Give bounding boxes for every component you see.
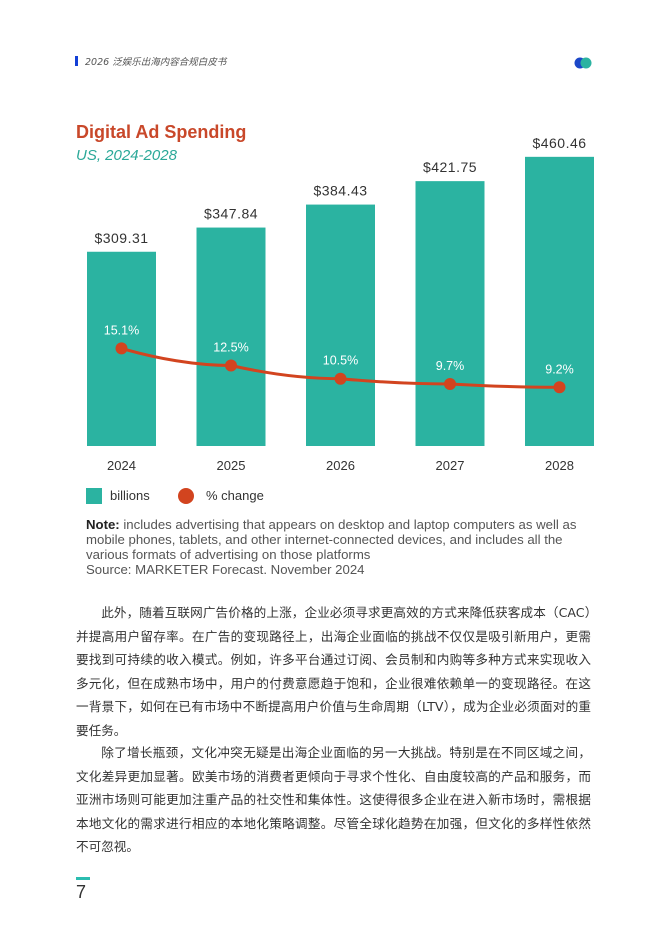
legend-label: billions: [110, 488, 150, 504]
legend-swatch-dot: [178, 487, 194, 504]
bar-value-label: $309.31: [94, 230, 148, 246]
legend-item-pct-change: % change: [178, 487, 264, 504]
bar: [415, 181, 485, 447]
pct-change-label: 12.5%: [213, 341, 248, 355]
bar: [196, 227, 266, 446]
pct-change-label: 10.5%: [323, 354, 358, 368]
pct-change-point: [225, 359, 237, 372]
x-tick-label: 2025: [217, 458, 246, 473]
x-tick-label: 2028: [545, 458, 574, 473]
x-tick-label: 2027: [436, 458, 465, 473]
pct-change-point: [334, 372, 347, 385]
note-text: includes advertising that appears on des…: [86, 517, 577, 562]
legend-swatch-bar: [86, 487, 102, 504]
page-number: 7: [76, 882, 87, 902]
x-tick-label: 2026: [326, 458, 355, 473]
legend-label: % change: [206, 488, 264, 504]
pct-change-point: [444, 377, 456, 390]
pct-change-label: 9.2%: [545, 362, 574, 376]
chart-note: Note: includes advertising that appears …: [86, 517, 606, 577]
pct-change-label: 9.7%: [436, 359, 465, 373]
legend-item-billions: billions: [86, 487, 150, 504]
page-number-accent: [76, 877, 90, 880]
body-paragraph: 此外，随着互联网广告价格的上涨，企业必须寻求更高效的方式来降低获客成本（CAC）…: [76, 605, 591, 738]
body-paragraph: 除了增长瓶颈，文化冲突无疑是出海企业面临的另一大挑战。特别是在不同区域之间，文化…: [76, 745, 591, 854]
bar-value-label: $347.84: [204, 206, 258, 222]
brand-logo-icon: [574, 57, 592, 69]
bar: [525, 156, 594, 446]
bar: [306, 204, 375, 446]
bar-value-label: $421.75: [423, 159, 477, 175]
pct-change-point: [553, 381, 566, 394]
bar-value-label: $384.43: [313, 183, 367, 199]
chart: $309.31 2024 $347.84 2025 $384.43 2026 $421.75…: [87, 135, 594, 473]
bar-value-label: $460.46: [532, 135, 586, 151]
header-accent-bar: [75, 56, 78, 66]
note-label: Note:: [86, 517, 120, 532]
source-text: Source: MARKETER Forecast. November 2024: [86, 562, 365, 577]
chart-subtitle: US, 2024-2028: [76, 147, 177, 164]
pct-change-point: [115, 342, 128, 355]
x-tick-label: 2024: [107, 458, 136, 473]
pct-change-label: 15.1%: [104, 323, 139, 337]
chart-title: Digital Ad Spending: [76, 122, 247, 142]
header-title: 2026 泛娱乐出海内容合规白皮书: [85, 57, 227, 68]
